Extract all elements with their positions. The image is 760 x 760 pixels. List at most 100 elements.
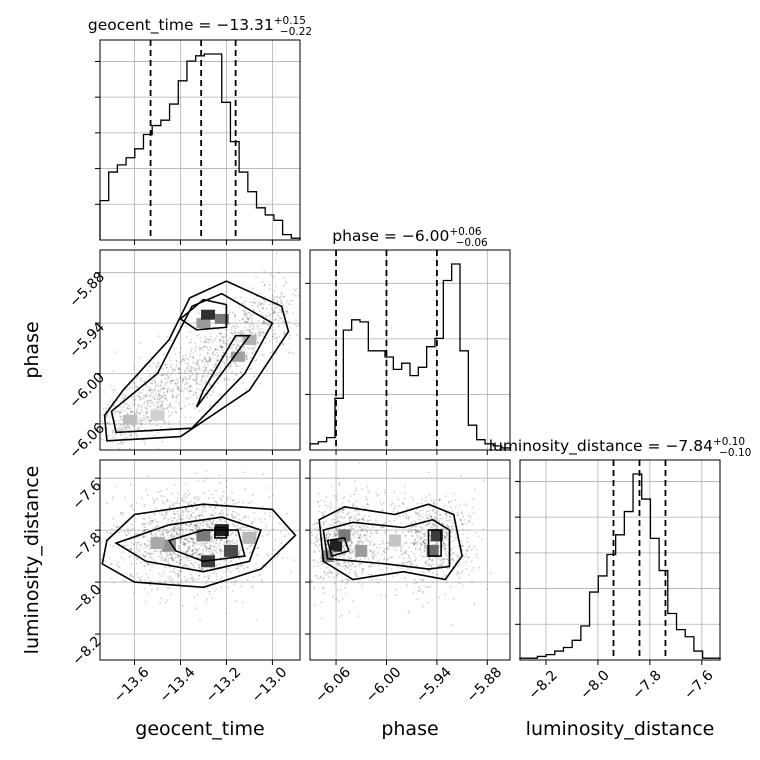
scatter-point — [356, 519, 358, 522]
scatter-point — [393, 507, 396, 510]
scatter-point — [219, 338, 222, 341]
scatter-point — [456, 555, 459, 558]
scatter-point — [183, 576, 186, 578]
scatter-point — [351, 561, 353, 564]
scatter-point — [135, 385, 138, 388]
scatter-point — [185, 357, 188, 360]
scatter-point — [212, 391, 214, 393]
scatter-point — [347, 556, 350, 559]
scatter-point — [325, 566, 328, 569]
scatter-point — [130, 563, 133, 566]
scatter-point — [445, 516, 448, 519]
scatter-point — [175, 397, 178, 400]
scatter-point — [181, 528, 184, 531]
scatter-point — [192, 379, 195, 381]
scatter-point — [211, 531, 214, 533]
scatter-point — [232, 511, 235, 513]
scatter-point — [233, 524, 236, 527]
scatter-point — [165, 554, 168, 557]
scatter-point — [325, 574, 327, 577]
scatter-point — [440, 564, 443, 567]
scatter-point — [200, 378, 203, 381]
scatter-point — [201, 568, 204, 570]
scatter-point — [145, 413, 148, 415]
scatter-point — [253, 308, 255, 311]
scatter-point — [159, 405, 162, 408]
scatter-point — [267, 324, 269, 327]
scatter-point — [192, 543, 195, 546]
scatter-point — [144, 415, 147, 418]
scatter-point — [239, 564, 242, 566]
scatter-point — [223, 378, 226, 381]
scatter-point — [143, 523, 146, 525]
scatter-point — [170, 533, 173, 535]
scatter-point — [363, 519, 366, 522]
scatter-point — [262, 505, 265, 508]
y-tick-label: −6.06 — [66, 420, 108, 462]
scatter-point — [194, 496, 196, 499]
scatter-point — [315, 543, 317, 546]
scatter-point — [474, 488, 476, 491]
scatter-point — [419, 547, 422, 549]
scatter-point — [245, 329, 248, 332]
scatter-point — [451, 558, 453, 560]
scatter-point — [175, 365, 177, 368]
scatter-point — [352, 524, 355, 527]
scatter-point — [357, 564, 360, 566]
scatter-point — [444, 552, 447, 555]
scatter-point — [345, 582, 348, 585]
scatter-point — [329, 533, 331, 536]
scatter-point — [157, 362, 160, 365]
scatter-point — [196, 388, 199, 390]
scatter-point — [165, 558, 167, 561]
scatter-point — [209, 358, 211, 361]
scatter-point — [242, 382, 245, 384]
scatter-point — [196, 496, 199, 499]
scatter-point — [350, 530, 353, 533]
scatter-point — [207, 338, 210, 341]
scatter-point — [205, 550, 208, 552]
scatter-point — [420, 544, 423, 547]
scatter-point — [356, 525, 358, 527]
scatter-point — [195, 525, 198, 527]
scatter-point — [156, 397, 159, 400]
scatter-point — [164, 566, 167, 569]
scatter-point — [220, 549, 223, 552]
scatter-point — [260, 328, 263, 330]
scatter-point — [278, 296, 281, 299]
scatter-point — [187, 546, 190, 549]
scatter-point — [189, 385, 192, 387]
scatter-point — [240, 350, 243, 352]
scatter-point — [180, 407, 182, 410]
scatter-point — [468, 514, 470, 517]
scatter-point — [419, 515, 422, 518]
scatter-point — [185, 537, 187, 540]
x-tick-label: −5.88 — [464, 664, 506, 706]
scatter-point — [422, 523, 425, 525]
scatter-point — [399, 563, 401, 566]
scatter-point — [250, 320, 253, 323]
scatter-point — [382, 542, 385, 545]
scatter-point — [166, 553, 169, 555]
scatter-point — [183, 358, 185, 360]
scatter-point — [400, 547, 402, 549]
scatter-point — [172, 527, 175, 529]
scatter-point — [251, 317, 254, 320]
scatter-point — [317, 544, 320, 547]
scatter-point — [319, 576, 322, 579]
scatter-point — [354, 509, 357, 512]
scatter-point — [444, 547, 446, 550]
scatter-point — [433, 503, 436, 506]
scatter-point — [252, 287, 255, 290]
scatter-point — [224, 323, 227, 326]
scatter-point — [202, 345, 205, 348]
scatter-point — [337, 515, 340, 517]
scatter-point — [229, 540, 231, 543]
scatter-point — [157, 406, 160, 408]
scatter-point — [255, 562, 257, 565]
scatter-point — [238, 332, 241, 334]
scatter-point — [112, 545, 115, 548]
scatter-point — [128, 556, 131, 559]
scatter-point — [188, 552, 190, 554]
scatter-point — [148, 517, 151, 520]
